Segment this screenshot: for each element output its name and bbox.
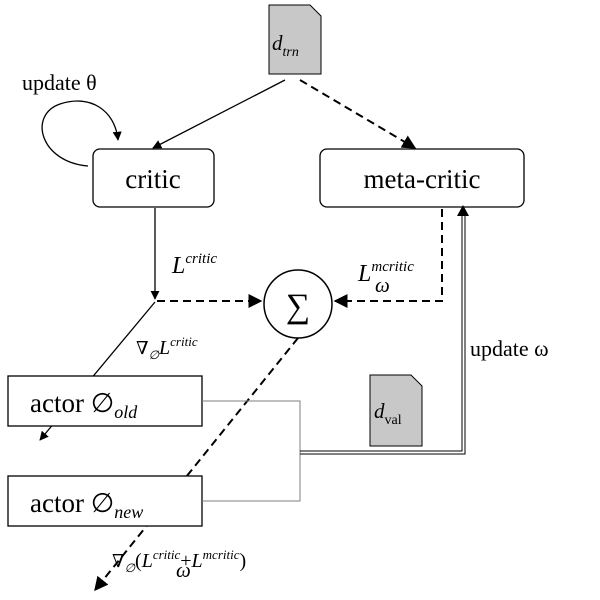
actor-new-box[interactable]	[7, 475, 203, 527]
arrow-dtrn-metacritic	[299, 79, 417, 149]
arrow-metacritic-to-sum	[333, 209, 443, 308]
update-omega-arrowhead	[457, 205, 469, 216]
d-trn-document: dtrn	[268, 4, 322, 75]
critic-label: critic	[125, 164, 180, 194]
grad-total-label: ∇∅(Lcritic+Lmcritic)	[112, 547, 246, 575]
update-theta-label: update θ	[22, 70, 97, 95]
actor-bracket	[202, 400, 301, 502]
actor-old-label: actor ∅old	[30, 388, 138, 422]
d-val-sub: val	[385, 413, 402, 428]
actor-new-label: actor ∅new	[30, 488, 143, 522]
l-critic-label: Lcritic	[171, 251, 217, 279]
l-mcritic-label: Lmcritic	[357, 259, 414, 287]
grad-total-sub: ω	[176, 558, 191, 582]
arrow-dtrn-critic	[152, 79, 286, 149]
sum-symbol: ∑	[286, 288, 310, 325]
d-trn-base: d	[272, 31, 283, 55]
svg-text:dtrn: dtrn	[272, 31, 299, 60]
critic-box[interactable]	[92, 148, 215, 208]
arrow-grad-total	[94, 337, 299, 592]
update-omega-label: update ω	[470, 336, 549, 361]
update-omega-line-b	[300, 212, 466, 455]
grad-critic-label: ∇∅Lcritic	[136, 334, 198, 362]
d-val-base: d	[374, 399, 385, 423]
update-omega-line-a	[300, 212, 463, 452]
svg-text:dval: dval	[374, 399, 402, 428]
d-val-document: dval	[369, 374, 423, 447]
l-mcritic-sub: ω	[375, 273, 390, 297]
update-theta-loop	[41, 100, 122, 167]
meta-critic-box[interactable]	[319, 148, 525, 208]
meta-critic-label: meta-critic	[364, 164, 481, 194]
d-trn-sub: trn	[283, 45, 299, 60]
